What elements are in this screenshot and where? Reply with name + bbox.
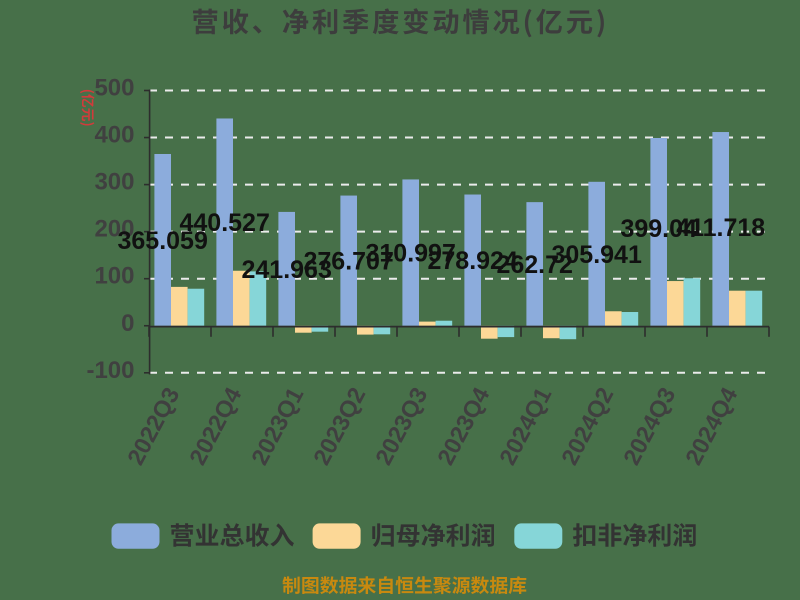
svg-text:262.72: 262.72 — [496, 251, 572, 279]
svg-text:365.059: 365.059 — [118, 227, 208, 255]
svg-text:241.963: 241.963 — [242, 256, 332, 284]
svg-text:300: 300 — [94, 169, 134, 196]
svg-text:100: 100 — [94, 263, 134, 290]
svg-text:276.707: 276.707 — [304, 248, 394, 276]
svg-text:-100: -100 — [86, 357, 134, 384]
svg-text:411.718: 411.718 — [676, 214, 765, 242]
svg-text:305.941: 305.941 — [552, 241, 642, 269]
svg-text:200: 200 — [94, 216, 134, 243]
svg-text:278.924: 278.924 — [428, 247, 518, 275]
svg-text:400: 400 — [94, 122, 134, 149]
svg-text:440.527: 440.527 — [180, 209, 270, 237]
svg-text:0: 0 — [121, 310, 134, 337]
svg-text:500: 500 — [94, 75, 134, 102]
svg-text:399.04: 399.04 — [620, 215, 697, 243]
svg-text:310.997: 310.997 — [366, 240, 456, 268]
